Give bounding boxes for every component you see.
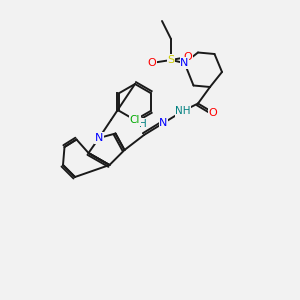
Text: H: H: [139, 118, 146, 129]
Text: N: N: [159, 118, 168, 128]
Text: NH: NH: [175, 106, 191, 116]
Text: O: O: [147, 58, 156, 68]
Text: N: N: [180, 58, 189, 68]
Text: O: O: [183, 52, 192, 62]
Text: S: S: [167, 55, 175, 65]
Text: Cl: Cl: [130, 115, 140, 125]
Text: O: O: [208, 107, 217, 118]
Text: N: N: [95, 133, 103, 143]
